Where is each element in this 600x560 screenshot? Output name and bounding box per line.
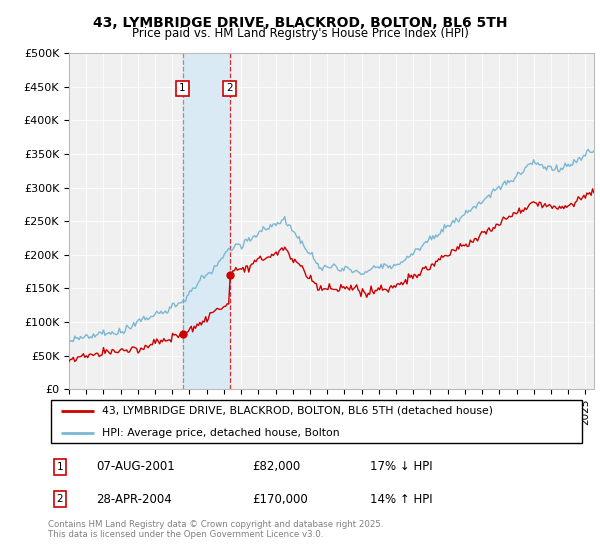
- Text: 07-AUG-2001: 07-AUG-2001: [97, 460, 175, 473]
- Text: 17% ↓ HPI: 17% ↓ HPI: [370, 460, 433, 473]
- Bar: [182, 53, 230, 389]
- Text: 43, LYMBRIDGE DRIVE, BLACKROD, BOLTON, BL6 5TH: 43, LYMBRIDGE DRIVE, BLACKROD, BOLTON, B…: [93, 16, 507, 30]
- Text: Contains HM Land Registry data © Crown copyright and database right 2025.
This d: Contains HM Land Registry data © Crown c…: [48, 520, 383, 539]
- Text: Price paid vs. HM Land Registry's House Price Index (HPI): Price paid vs. HM Land Registry's House …: [131, 27, 469, 40]
- Text: 43, LYMBRIDGE DRIVE, BLACKROD, BOLTON, BL6 5TH (detached house): 43, LYMBRIDGE DRIVE, BLACKROD, BOLTON, B…: [102, 406, 493, 416]
- Text: 14% ↑ HPI: 14% ↑ HPI: [370, 493, 433, 506]
- Text: HPI: Average price, detached house, Bolton: HPI: Average price, detached house, Bolt…: [102, 428, 340, 438]
- Text: 2: 2: [226, 83, 233, 94]
- Text: 1: 1: [179, 83, 186, 94]
- FancyBboxPatch shape: [50, 400, 583, 443]
- Text: 1: 1: [56, 462, 63, 472]
- Text: £170,000: £170,000: [252, 493, 308, 506]
- Text: 2: 2: [56, 494, 63, 504]
- Text: 28-APR-2004: 28-APR-2004: [97, 493, 172, 506]
- Text: £82,000: £82,000: [252, 460, 301, 473]
